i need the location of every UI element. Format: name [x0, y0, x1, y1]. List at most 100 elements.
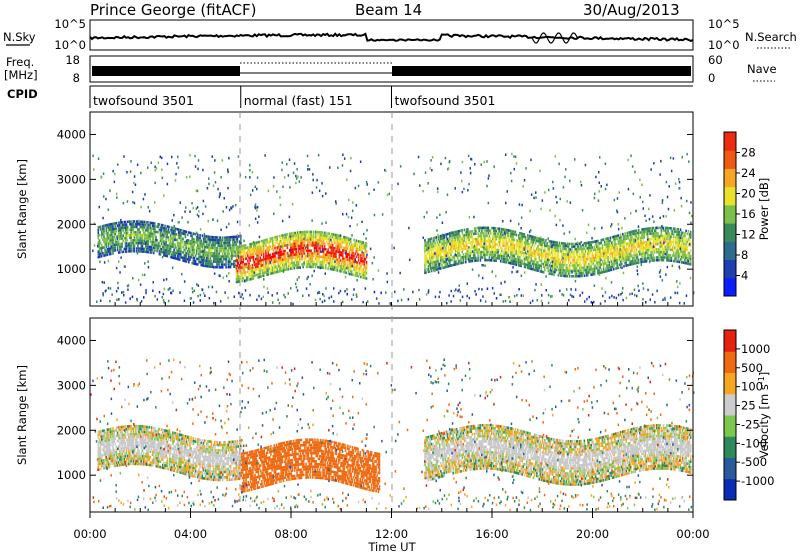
data-cell [333, 254, 335, 258]
data-cell [128, 244, 130, 248]
data-cell [609, 244, 612, 248]
data-cell [596, 239, 598, 243]
data-cell [489, 237, 492, 240]
data-cell [295, 234, 298, 237]
data-cell [110, 247, 112, 250]
data-cell [124, 250, 127, 253]
data-cell [139, 223, 141, 226]
data-cell [145, 241, 147, 244]
data-cell [679, 244, 682, 248]
data-cell [459, 235, 461, 238]
data-cell [284, 257, 286, 261]
data-cell [191, 261, 193, 265]
data-cell [581, 266, 583, 270]
data-cell [599, 247, 601, 250]
data-cell [680, 258, 683, 261]
data-cell [165, 235, 167, 239]
data-cell [570, 253, 572, 256]
data-cell [428, 246, 431, 249]
data-cell [244, 280, 246, 283]
data-cell [613, 249, 615, 252]
data-cell [584, 263, 587, 267]
data-cell [197, 236, 199, 239]
data-cell [463, 255, 466, 259]
data-cell [321, 255, 324, 259]
data-cell [250, 242, 252, 246]
data-cell [122, 202, 125, 205]
data-cell [475, 229, 477, 233]
data-cell [683, 237, 685, 240]
data-cell [305, 233, 308, 236]
data-cell [326, 237, 328, 240]
data-cell [666, 237, 668, 241]
data-cell [225, 225, 228, 229]
data-cell [338, 245, 341, 248]
data-cell [547, 269, 549, 272]
data-cell [642, 246, 644, 250]
data-cell [451, 258, 453, 262]
data-cell [523, 260, 526, 263]
data-cell [303, 236, 306, 239]
data-cell [168, 244, 171, 248]
data-cell [172, 234, 174, 238]
data-cell [667, 226, 669, 230]
data-cell [437, 265, 440, 268]
data-cell [447, 240, 450, 243]
data-cell [221, 244, 224, 248]
data-cell [112, 227, 114, 231]
date-title: 30/Aug/2013 [583, 1, 680, 19]
data-cell [299, 260, 301, 264]
data-cell [513, 233, 516, 236]
data-cell [236, 280, 239, 284]
data-cell [510, 179, 513, 183]
data-cell [245, 257, 248, 260]
data-cell [282, 185, 284, 188]
data-cell [521, 235, 523, 238]
data-cell [329, 256, 332, 260]
data-cell [258, 248, 260, 252]
data-cell [235, 254, 238, 257]
data-cell [271, 294, 273, 297]
data-cell [164, 248, 166, 252]
data-cell [120, 226, 122, 230]
data-cell [262, 247, 265, 251]
data-cell [220, 257, 223, 261]
data-cell [180, 239, 182, 243]
data-cell [373, 256, 375, 259]
data-cell [535, 266, 537, 269]
data-cell [242, 271, 245, 275]
data-cell [97, 231, 100, 235]
data-cell [641, 252, 643, 256]
data-cell [138, 223, 140, 226]
data-cell [657, 256, 659, 259]
freq-bar-segment-1 [92, 66, 240, 76]
data-cell [676, 241, 678, 244]
data-cell [453, 263, 456, 266]
data-cell [116, 243, 119, 246]
data-cell [570, 261, 572, 265]
data-cell [429, 237, 432, 241]
data-cell [305, 230, 308, 234]
data-cell [566, 256, 569, 259]
data-cell [208, 235, 210, 239]
data-cell [506, 190, 508, 193]
data-cell [550, 256, 553, 260]
data-cell [125, 244, 128, 248]
data-cell [112, 238, 114, 242]
data-cell [303, 263, 306, 266]
data-cell [301, 233, 303, 237]
data-cell [355, 250, 358, 253]
data-cell [631, 244, 633, 247]
data-cell [180, 242, 182, 246]
data-cell [244, 254, 247, 258]
data-cell [204, 264, 207, 268]
data-cell [133, 175, 136, 178]
data-cell [340, 240, 343, 244]
data-cell [279, 234, 282, 238]
data-cell [119, 248, 121, 251]
data-cell [162, 250, 164, 254]
data-cell [204, 235, 207, 238]
data-cell [532, 262, 535, 266]
data-cell [670, 243, 673, 246]
data-cell [561, 242, 563, 245]
